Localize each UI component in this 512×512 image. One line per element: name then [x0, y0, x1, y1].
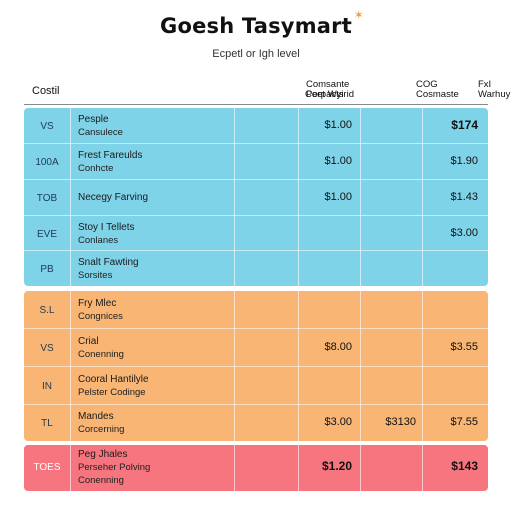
header-first: Costil [32, 85, 60, 97]
column-divider [298, 445, 299, 491]
column-divider [422, 108, 423, 286]
row-item: Crial Conenning [78, 335, 124, 361]
header-divider [24, 104, 488, 105]
header-col3-line2: Cosmaste [416, 89, 459, 100]
row-item-name: Pesple [78, 114, 109, 125]
title-container: Goesh Tasymart ✶ [0, 8, 512, 38]
row-item: Fry Mlec Congnices [78, 297, 123, 323]
row-value-4: $1.43 [450, 191, 478, 203]
column-divider [298, 108, 299, 286]
row-item-name: Crial [78, 336, 99, 347]
page-subtitle: Ecpetl or Igh level [212, 48, 300, 60]
row-value-3: $3130 [385, 416, 416, 428]
row-item-sub: Conenning [78, 475, 124, 486]
header-col4: FxI Warhuy [436, 80, 510, 100]
row-item: Peg Jhales Perseher Polving Conenning [78, 448, 150, 487]
column-divider [360, 445, 361, 491]
row-item-name: Necegy Farving [78, 192, 149, 203]
column-divider [70, 445, 71, 491]
row-item-sub: Congnices [78, 311, 123, 322]
row-item: Mandes Corcerning [78, 410, 124, 436]
header-col1-line1: Comsante [306, 79, 350, 90]
row-item-sub: Corcerning [78, 424, 125, 435]
row-code: 100A [35, 157, 59, 168]
row-item-name: Frest Fareulds [78, 150, 143, 161]
sparkle-icon: ✶ [353, 8, 364, 22]
row-value-4: $3.00 [450, 227, 478, 239]
page-title-text: Goesh Tasymart [160, 14, 352, 38]
column-divider [234, 445, 235, 491]
row-item: Snalt Fawting Sorsites [78, 256, 139, 282]
row-value-4: $3.55 [450, 341, 478, 353]
table-row[interactable]: VS Crial Conenning $8.00 $3.55 [24, 329, 488, 367]
row-value-4: $174 [451, 118, 478, 132]
header-col1: Comsante Perpacts [234, 80, 349, 100]
row-item-sub: Perseher Polving [78, 462, 151, 473]
row-code: PB [40, 264, 54, 275]
row-item-sub: Cansulece [78, 127, 123, 138]
header-col1-line2: Perpacts [306, 89, 344, 100]
row-code: VS [40, 121, 54, 132]
row-item-sub: Pelster Codinge [78, 387, 146, 398]
table-row[interactable]: 100A Frest Fareulds Conhcte $1.00 $1.90 [24, 144, 488, 180]
table-row[interactable]: TL Mandes Corcerning $3.00 $3130 $7.55 [24, 405, 488, 441]
section-blue: VS Pesple Cansulece $1.00 $174 100A Frest… [24, 108, 488, 286]
header-col4-line2: Warhuy [478, 89, 511, 100]
row-value-1: $1.00 [324, 191, 352, 203]
header-col4-line1: FxI [478, 79, 492, 90]
column-divider [422, 445, 423, 491]
row-item-sub: Conenning [78, 349, 124, 360]
row-value-1: $3.00 [324, 416, 352, 428]
row-item-sub: Sorsites [78, 270, 113, 281]
column-divider [70, 108, 71, 286]
row-item-name: Mandes [78, 411, 114, 422]
row-item: Pesple Cansulece [78, 113, 123, 139]
row-item-name: Snalt Fawting [78, 257, 139, 268]
row-item-name: Fry Mlec [78, 298, 117, 309]
row-item-name: Stoy I Tellets [78, 222, 135, 233]
table-header: Costil Comsante Perpacts Coet Wyirid COG C… [24, 78, 510, 104]
row-item: Stoy I Tellets Conlanes [78, 221, 135, 247]
page-title: Goesh Tasymart ✶ [160, 8, 364, 38]
row-code: TL [41, 418, 53, 429]
row-item-name: Cooral Hantilyle [78, 374, 149, 385]
header-col2: Coet Wyirid [304, 89, 354, 100]
table-row[interactable]: IN Cooral Hantilyle Pelster Codinge [24, 367, 488, 405]
column-divider [234, 108, 235, 286]
table-row[interactable]: VS Pesple Cansulece $1.00 $174 [24, 108, 488, 144]
row-value-4: $1.90 [450, 155, 478, 167]
row-item-name: Peg Jhales [78, 449, 128, 460]
row-value-1: $1.00 [324, 119, 352, 131]
row-code: S.L [39, 305, 55, 316]
row-code: VS [40, 343, 54, 354]
row-code: IN [42, 381, 52, 392]
row-value-4: $7.55 [450, 416, 478, 428]
row-value-4: $143 [451, 459, 478, 473]
table-row[interactable]: S.L Fry Mlec Congnices [24, 291, 488, 329]
row-value-1: $8.00 [324, 341, 352, 353]
header-col3: COG Cosmaste [360, 80, 459, 100]
row-code: EVE [36, 229, 57, 240]
row-item-sub: Conlanes [78, 235, 119, 246]
row-value-1: $1.20 [321, 459, 352, 473]
row-code: TOES [33, 462, 61, 473]
row-item: Necegy Farving [78, 191, 148, 204]
table-row[interactable]: EVE Stoy I Tellets Conlanes $3.00 [24, 216, 488, 251]
section-orange: S.L Fry Mlec Congnices VS Crial Conenning … [24, 291, 488, 441]
row-item-sub: Conhcte [78, 163, 114, 174]
row-code: TOB [36, 193, 58, 204]
header-col3-line1: COG [416, 79, 438, 90]
table-row[interactable]: TOB Necegy Farving $1.00 $1.43 [24, 180, 488, 216]
row-item: Cooral Hantilyle Pelster Codinge [78, 373, 149, 399]
column-divider [360, 108, 361, 286]
row-item: Frest Fareulds Conhcte [78, 149, 142, 175]
row-value-1: $1.00 [324, 155, 352, 167]
section-red: TOES Peg Jhales Perseher Polving Conenning… [24, 445, 488, 491]
table-row[interactable]: TOES Peg Jhales Perseher Polving Conenning… [24, 445, 488, 491]
table-row[interactable]: PB Snalt Fawting Sorsites [24, 251, 488, 286]
